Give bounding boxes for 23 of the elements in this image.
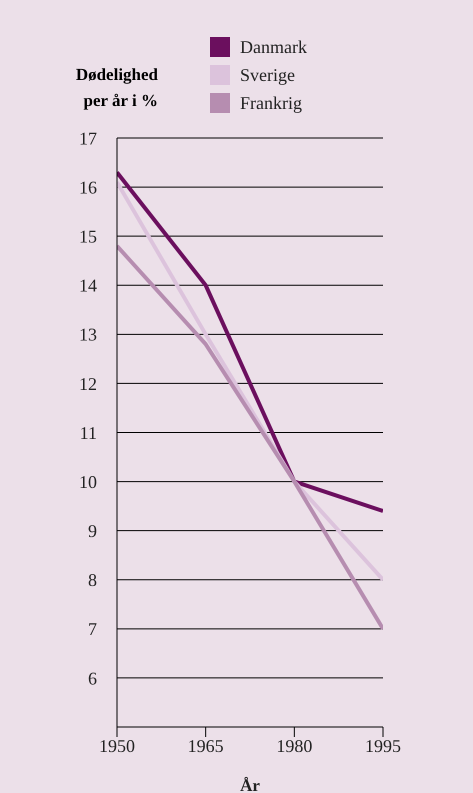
line-series: [117, 244, 383, 631]
x-tick-label: 1965: [188, 736, 224, 756]
x-tick-label: 1995: [365, 736, 401, 756]
legend-label: Frankrig: [240, 92, 302, 114]
y-tick-label: 16: [79, 177, 97, 198]
y-tick-label: 14: [79, 276, 97, 296]
y-tick-label: 13: [79, 324, 97, 345]
x-tick-label: 1950: [99, 736, 135, 756]
y-tick-label: 11: [80, 422, 97, 443]
y-tick-label: 17: [79, 128, 97, 148]
line-series: [117, 170, 383, 514]
y-tick-label: 8: [88, 570, 97, 590]
y-tick-label: 15: [79, 226, 97, 247]
legend-label: Sverige: [240, 64, 295, 86]
y-tick-label: 12: [79, 374, 97, 394]
y-axis-title: Dødelighed per år i %: [76, 64, 158, 112]
y-tick-label: 9: [88, 521, 97, 542]
y-tick-label: 6: [88, 668, 97, 688]
x-tick-label: 1980: [276, 736, 312, 756]
y-tick-label: 7: [88, 619, 97, 640]
x-axis-title: År: [240, 776, 260, 793]
legend-label: Danmark: [240, 36, 307, 58]
y-tick-label: 10: [79, 472, 97, 492]
